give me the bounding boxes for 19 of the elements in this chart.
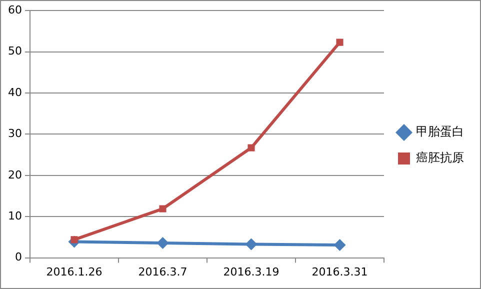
x-tick-label: 2016.3.31 [312,265,368,278]
x-tick-label: 2016.3.7 [138,265,188,278]
point [156,236,169,249]
legend-label: 甲胎蛋白 [416,124,464,139]
y-tick-label: 30 [8,127,22,140]
y-tick-label: 0 [14,250,22,264]
point [334,239,346,252]
point [245,238,258,250]
x-tick-label: 2016.1.26 [46,265,102,278]
y-tick-label: 50 [8,44,22,58]
y-tick-label: 20 [8,168,22,182]
y-tick-label: 40 [8,86,22,99]
legend-label: 癌胚抗原 [416,150,464,165]
y-tick-label: 10 [8,209,22,222]
point [248,144,255,152]
point [159,205,166,212]
x-tick-label: 2016.3.19 [223,265,280,278]
point [336,38,344,46]
y-tick-label: 60 [8,3,22,16]
